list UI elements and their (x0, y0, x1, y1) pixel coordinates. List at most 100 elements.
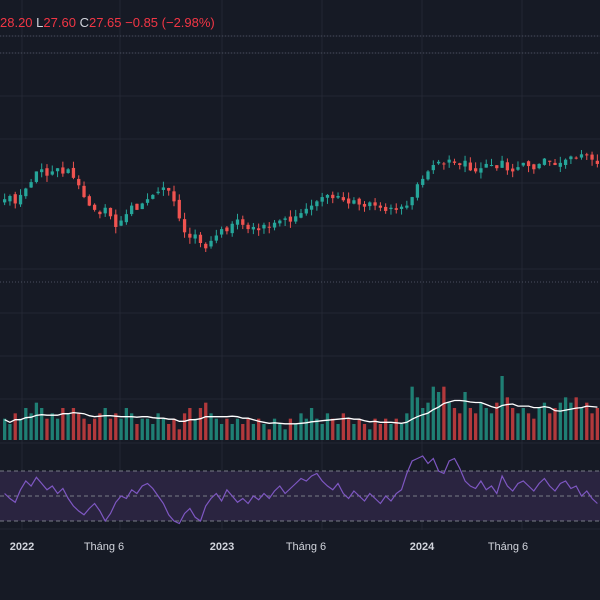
volume-bar (34, 402, 39, 440)
volume-bar (410, 386, 414, 440)
candle-body (188, 233, 192, 238)
volume-bar (130, 413, 134, 440)
volume-bar (50, 413, 54, 440)
candle-body (431, 165, 435, 171)
volume-bar (92, 418, 97, 440)
candle-body (18, 194, 23, 205)
volume-series (3, 376, 599, 440)
time-axis-label[interactable]: Tháng 6 (286, 541, 326, 553)
candle-body (579, 154, 584, 158)
candle-body (309, 205, 314, 210)
volume-bar (262, 424, 266, 440)
volume-bar (135, 424, 139, 440)
volume-bar (257, 418, 261, 440)
candle-body (336, 195, 340, 198)
candle-body (103, 207, 107, 214)
volume-bar (447, 402, 451, 440)
low-value: 27.60 (43, 15, 76, 30)
candle-body (288, 216, 293, 222)
volume-bar (489, 413, 494, 440)
volume-bar (13, 413, 17, 440)
time-axis-label[interactable]: Tháng 6 (488, 541, 528, 553)
candle-body (219, 229, 224, 235)
volume-bar (325, 413, 330, 440)
candle-body (442, 163, 446, 165)
volume-bar (172, 418, 176, 440)
volume-bar (246, 418, 250, 440)
time-axis-label[interactable]: 2022 (10, 541, 34, 553)
candle-body (526, 161, 531, 167)
volume-bar (267, 429, 271, 440)
volume-bar (235, 418, 240, 440)
volume-bar (272, 418, 277, 440)
close-value: 27.65 (88, 15, 122, 30)
candle-body (114, 214, 118, 227)
time-axis[interactable]: 2022 Tháng 6 2023 Tháng 6 2024 Tháng 6 (10, 541, 528, 553)
volume-moving-average (4, 399, 598, 425)
candle-body (77, 178, 81, 186)
candle-body (267, 226, 271, 228)
volume-bar (156, 413, 160, 440)
volume-bar (108, 418, 113, 440)
candle-body (214, 235, 218, 241)
candle-body (511, 168, 515, 172)
volume-bar (341, 413, 345, 440)
volume-bar (574, 397, 578, 440)
candle-body (426, 171, 430, 180)
candlestick-series (3, 150, 599, 252)
volume-bar (87, 424, 91, 440)
volume-bar (55, 418, 60, 440)
candle-body (251, 226, 256, 230)
volume-bar (442, 386, 446, 440)
volume-bar (251, 424, 256, 440)
candle-body (283, 218, 287, 220)
time-axis-label[interactable]: Tháng 6 (84, 541, 124, 553)
volume-bar (230, 424, 234, 440)
volume-bar (304, 418, 308, 440)
volume-bar (61, 408, 65, 440)
candle-body (516, 167, 520, 170)
candle-body (331, 194, 335, 199)
candle-body (92, 204, 97, 210)
time-axis-label[interactable]: 2024 (410, 541, 435, 553)
candle-body (421, 178, 425, 185)
candle-body (458, 163, 462, 166)
candle-body (156, 191, 160, 194)
candle-body (447, 159, 451, 163)
candle-body (98, 211, 102, 215)
volume-bar (368, 429, 372, 440)
candle-body (24, 188, 28, 197)
candle-body (29, 182, 33, 188)
volume-bar (436, 392, 441, 440)
volume-bar (500, 376, 504, 440)
candle-body (124, 214, 129, 223)
volume-ma-line (4, 399, 598, 425)
volume-bar (315, 418, 319, 440)
volume-bar (309, 408, 314, 440)
volume-bar (114, 413, 118, 440)
volume-bar (193, 418, 197, 440)
volume-bar (595, 408, 599, 440)
candle-body (204, 243, 208, 249)
volume-bar (8, 424, 12, 440)
volume-bar (151, 424, 155, 440)
volume-bar (394, 418, 398, 440)
candle-body (304, 208, 308, 214)
candle-body (373, 202, 377, 206)
volume-bar (553, 408, 557, 440)
candle-body (140, 203, 144, 210)
volume-bar (66, 413, 70, 440)
candle-body (299, 213, 303, 218)
candle-body (3, 199, 7, 203)
candle-body (479, 168, 483, 173)
volume-bar (3, 418, 7, 440)
time-axis-label[interactable]: 2023 (210, 541, 234, 553)
candle-body (563, 159, 568, 166)
volume-bar (590, 413, 594, 440)
candle-body (521, 162, 525, 166)
candle-body (272, 222, 277, 228)
volume-bar (537, 408, 541, 440)
candle-body (145, 199, 150, 203)
